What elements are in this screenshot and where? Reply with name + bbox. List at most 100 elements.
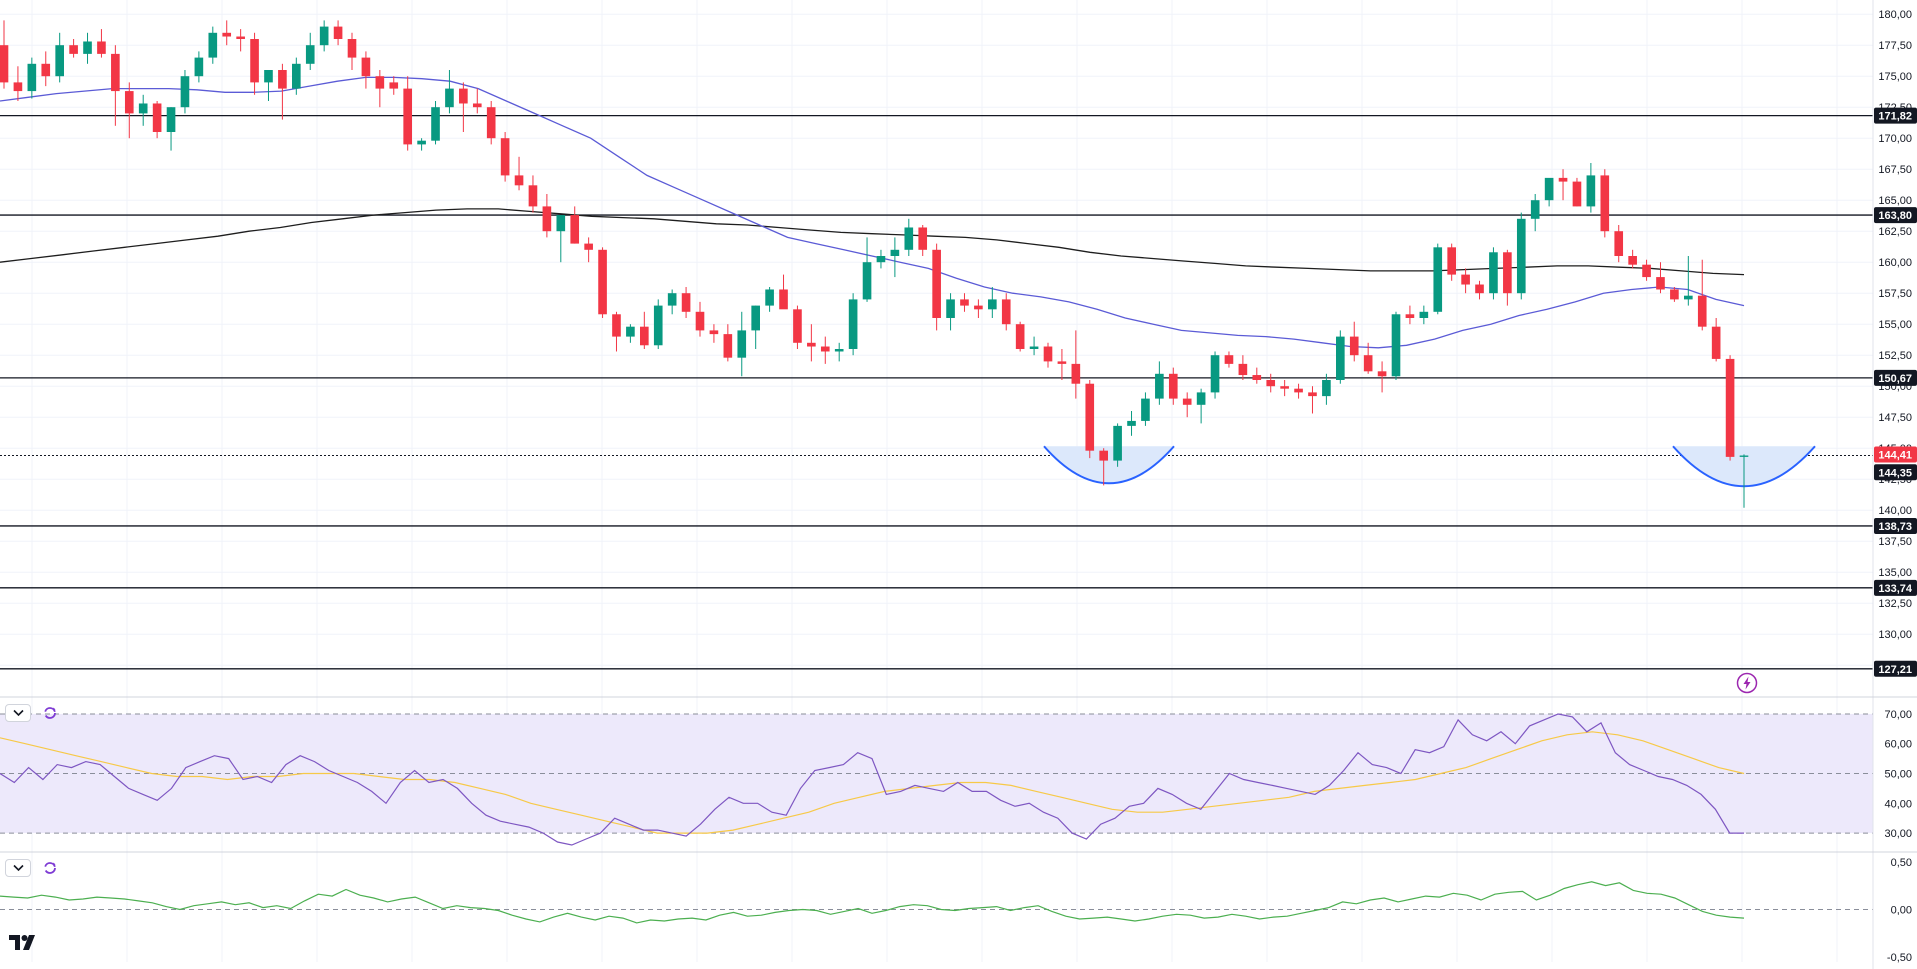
candle-body	[1280, 386, 1289, 389]
refresh-icon[interactable]	[42, 860, 58, 876]
oscillator-tick-label: 0,00	[1891, 905, 1912, 917]
candle	[236, 29, 245, 52]
level-label-bg	[1874, 207, 1917, 224]
candle	[1029, 336, 1039, 356]
candle-body	[1349, 336, 1359, 356]
candle-body	[960, 299, 969, 306]
candle-body	[459, 88, 468, 104]
prev-close-label-text: 144,35	[1878, 467, 1912, 479]
candle-body	[1739, 455, 1749, 457]
level-label: 150,67	[1874, 369, 1917, 386]
candle-body	[1308, 392, 1317, 397]
candle	[1656, 262, 1665, 294]
oscillator-collapse-button[interactable]	[5, 859, 31, 877]
price-tick-label: 175,00	[1878, 71, 1912, 83]
tradingview-logo[interactable]	[8, 932, 42, 952]
candle	[779, 274, 788, 310]
oscillator-line	[0, 881, 1745, 924]
candle	[1516, 212, 1526, 300]
candle	[626, 324, 635, 343]
candle-body	[111, 53, 120, 92]
candle-body	[793, 309, 802, 343]
candle	[667, 289, 677, 315]
candle	[1168, 367, 1178, 405]
candle	[1127, 411, 1136, 436]
candle-body	[1572, 181, 1582, 207]
candlesticks	[0, 20, 1749, 508]
candle-body	[1670, 289, 1679, 300]
ma-200-line	[0, 208, 1745, 276]
candle-body	[514, 175, 524, 186]
rsi-tick-label: 30,00	[1884, 828, 1912, 840]
candle-body	[1447, 247, 1456, 275]
price-axis[interactable]: 180,00177,50175,00172,50170,00167,50165,…	[1872, 0, 1917, 969]
candle-body	[152, 103, 162, 132]
rsi-collapse-button[interactable]	[5, 704, 31, 722]
candle-body	[723, 334, 733, 358]
refresh-icon[interactable]	[42, 705, 58, 721]
price-tick-label: 170,00	[1878, 133, 1912, 145]
level-label: 171,82	[1874, 107, 1917, 124]
candle	[361, 51, 371, 89]
candle	[974, 299, 983, 318]
pane-separators[interactable]	[0, 696, 1917, 853]
candle	[598, 247, 607, 318]
candle	[765, 287, 774, 312]
candle-body	[27, 63, 37, 92]
candle-body	[862, 262, 872, 300]
candle-body	[737, 330, 747, 358]
candle-body	[779, 289, 788, 310]
candle-body	[1001, 299, 1011, 325]
candle	[570, 206, 580, 244]
candle-body	[1141, 398, 1150, 421]
candle-body	[347, 39, 357, 58]
candle-body	[166, 107, 176, 132]
level-label-bg	[1874, 517, 1917, 534]
candle	[1280, 380, 1289, 397]
candle	[1113, 423, 1122, 467]
candle	[1141, 392, 1150, 426]
candle	[1363, 342, 1373, 374]
candle	[834, 342, 844, 362]
candle-body	[1684, 295, 1693, 300]
candle-body	[1475, 284, 1484, 294]
candle	[820, 336, 830, 364]
candle-body	[472, 103, 482, 108]
candle	[1238, 355, 1248, 380]
price-tick-label: 162,50	[1878, 226, 1912, 238]
candle	[1182, 392, 1192, 418]
candle-body	[653, 305, 663, 346]
candle-body	[69, 45, 78, 54]
candle	[138, 94, 148, 126]
price-tick-label: 137,50	[1878, 536, 1912, 548]
candle	[1224, 351, 1234, 368]
alert-button[interactable]	[1736, 672, 1758, 694]
candle	[556, 215, 566, 263]
candle	[278, 63, 287, 120]
candle	[292, 57, 301, 95]
candle	[640, 311, 649, 349]
level-label-bg	[1874, 107, 1917, 124]
candle	[1294, 383, 1303, 399]
candle-body	[1711, 326, 1721, 359]
candle	[459, 82, 468, 132]
candle-body	[1558, 177, 1568, 182]
level-label: 133,74	[1874, 579, 1917, 596]
candle-body	[556, 215, 566, 232]
candle-body	[946, 299, 955, 318]
candle-body	[598, 249, 607, 315]
candle	[1210, 351, 1220, 399]
candle	[946, 293, 955, 331]
candle	[1670, 287, 1679, 302]
candle	[1099, 448, 1108, 486]
candle	[445, 70, 454, 114]
last-price-label: 144,41	[1874, 446, 1917, 463]
candle-body	[208, 32, 218, 58]
level-label: 127,21	[1874, 660, 1917, 677]
candle	[723, 324, 733, 362]
candle	[876, 249, 886, 269]
candle-body	[222, 32, 232, 37]
candle-body	[1294, 388, 1303, 393]
candle-body	[807, 342, 816, 347]
